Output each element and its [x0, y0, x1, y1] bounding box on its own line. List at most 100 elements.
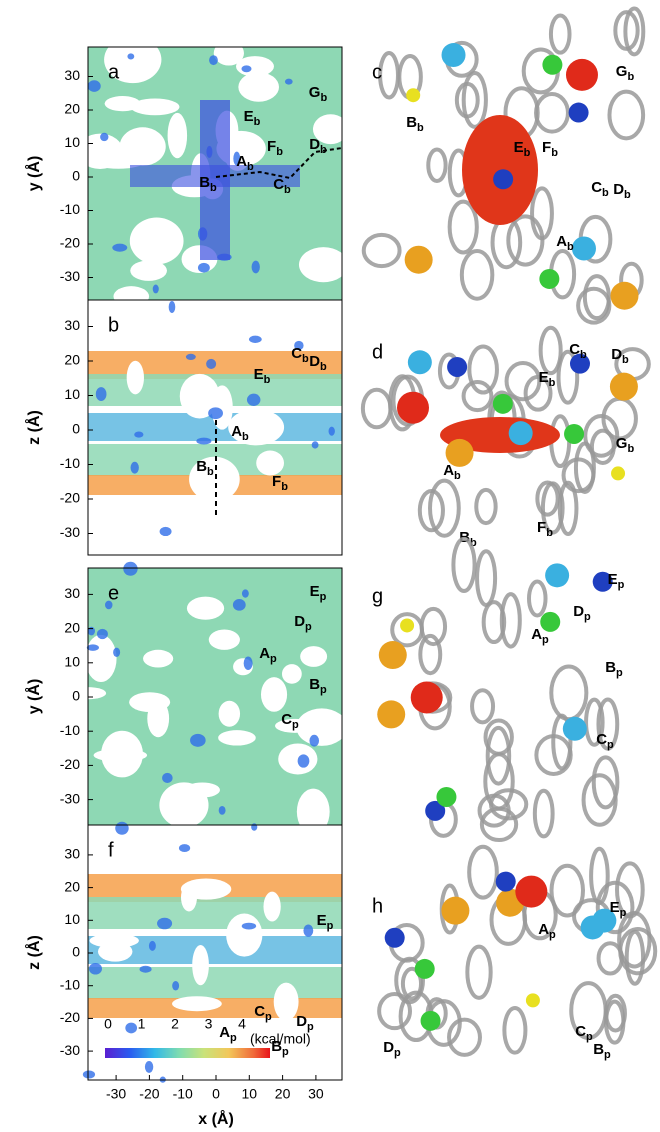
- site-label: Gb: [616, 63, 635, 83]
- panel-label: d: [372, 341, 383, 363]
- y-tick-label: -10: [60, 976, 80, 992]
- site-letter: F: [537, 519, 546, 536]
- ion-site: [611, 466, 626, 481]
- protein-helix: [447, 1017, 482, 1057]
- panel-label: g: [372, 585, 383, 607]
- site-label: Bb: [406, 114, 424, 134]
- heatmap-blob: [130, 98, 180, 116]
- heatmap-band: [88, 967, 342, 999]
- heatmap-minimum: [297, 754, 310, 768]
- heatmap-blob: [126, 360, 144, 395]
- site-letter: B: [271, 1038, 282, 1055]
- protein-helix: [596, 697, 620, 751]
- site-subscript: p: [616, 667, 623, 679]
- site-letter: E: [608, 571, 618, 588]
- protein-helix: [595, 880, 635, 935]
- heatmap-minimum: [208, 407, 223, 420]
- protein-helix: [499, 592, 522, 649]
- heatmap-minimum: [115, 821, 129, 835]
- heatmap-blob: [104, 36, 162, 84]
- site-subscript: p: [394, 1047, 401, 1059]
- site-letter: C: [254, 1003, 265, 1020]
- ion-site: [525, 993, 540, 1008]
- protein-helix: [461, 380, 494, 413]
- heatmap-minimum: [218, 805, 226, 815]
- protein-helix: [504, 361, 542, 402]
- heatmap-minimum: [328, 426, 335, 436]
- heatmap-minimum: [130, 165, 300, 187]
- ion-site: [378, 641, 407, 670]
- ion-site: [492, 393, 513, 414]
- site-label: Ab: [236, 153, 254, 173]
- site-letter: A: [236, 153, 247, 170]
- heatmap-blob: [119, 127, 166, 166]
- site-letter: D: [309, 353, 320, 370]
- protein-helix: [581, 773, 618, 827]
- site-subscript: b: [567, 241, 574, 253]
- site-label: Ap: [531, 626, 549, 646]
- heatmap-blob: [129, 217, 184, 265]
- site-subscript: p: [305, 621, 312, 633]
- site-subscript: b: [580, 349, 587, 361]
- site-letter: A: [538, 921, 549, 938]
- heatmap-minimum: [241, 589, 249, 598]
- y-tick-label: 20: [64, 878, 80, 894]
- y-tick-label: -20: [60, 1009, 80, 1025]
- ion-site: [545, 563, 570, 588]
- site-label: Cp: [575, 1023, 593, 1043]
- site-letter: D: [309, 136, 320, 153]
- heatmap-minimum: [309, 734, 320, 747]
- heatmap-blob: [213, 40, 244, 66]
- site-subscript: p: [307, 1021, 314, 1033]
- heatmap-minimum: [168, 301, 176, 313]
- ion-site: [425, 800, 446, 821]
- site-label: Ap: [538, 921, 556, 941]
- colorbar-unit: (kcal/mol): [250, 1031, 311, 1047]
- site-subscript: b: [546, 527, 553, 539]
- site-label: Ep: [610, 899, 627, 919]
- site-subscript: p: [584, 611, 591, 623]
- site-label: Ab: [556, 233, 574, 253]
- heatmap-blob: [97, 517, 118, 532]
- protein-helix: [534, 734, 573, 776]
- protein-helix: [604, 993, 627, 1033]
- protein-helix: [557, 480, 579, 537]
- protein-helix: [624, 929, 646, 986]
- site-subscript: p: [320, 684, 327, 696]
- site-label: Fb: [537, 519, 553, 539]
- site-label: Ab: [443, 462, 461, 482]
- heatmap-minimum: [172, 980, 180, 991]
- site-label: Db: [611, 346, 629, 366]
- site-subscript: b: [210, 182, 217, 194]
- site-letter: B: [199, 174, 210, 191]
- y-tick-label: -30: [60, 268, 80, 284]
- protein-helix: [451, 536, 477, 594]
- protein-helix: [470, 688, 496, 725]
- x-tick-label: 10: [242, 1086, 258, 1102]
- y-tick-label: 10: [64, 654, 80, 670]
- site-letter: D: [296, 1013, 307, 1030]
- site-letter: E: [244, 108, 254, 125]
- panel-label: c: [372, 61, 382, 83]
- heatmap-blob: [226, 913, 263, 957]
- heatmap-minimum: [284, 78, 293, 85]
- heatmap-minimum: [144, 1061, 154, 1073]
- ion-site: [404, 245, 433, 274]
- heatmap-blob: [101, 730, 143, 778]
- x-tick-label: -10: [173, 1086, 193, 1102]
- panel-frame: [87, 299, 343, 556]
- heatmap-minimum: [248, 335, 262, 343]
- heatmap-blob: [273, 982, 299, 1021]
- heatmap-blob: [263, 891, 281, 922]
- site-label: Cb: [273, 176, 291, 196]
- heatmap-blob: [180, 883, 197, 912]
- heatmap-blob: [204, 531, 249, 574]
- x-axis-label: x (Å): [198, 1109, 234, 1128]
- panel-label: f: [108, 839, 114, 861]
- site-letter: C: [281, 711, 292, 728]
- site-label: Ep: [608, 571, 625, 591]
- y-tick-label: 20: [64, 101, 80, 117]
- heatmap-minimum: [251, 260, 260, 274]
- protein-helix: [454, 81, 480, 119]
- site-subscript: b: [281, 481, 288, 493]
